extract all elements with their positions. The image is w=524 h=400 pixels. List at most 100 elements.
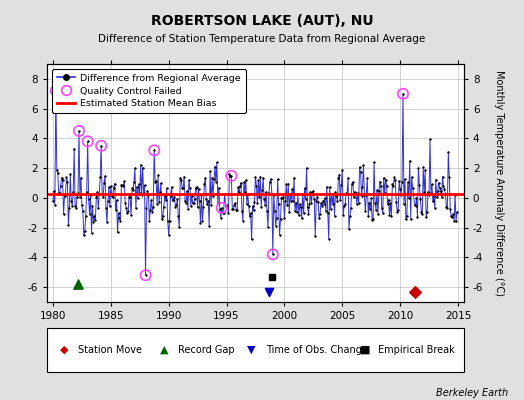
Text: ■: ■	[359, 345, 370, 355]
Point	[160, 204, 168, 210]
Point	[260, 196, 268, 202]
Point	[242, 177, 250, 183]
Point	[94, 205, 103, 212]
Point	[275, 200, 283, 207]
Point	[51, 202, 59, 208]
Point	[378, 210, 387, 216]
Point	[366, 206, 374, 212]
Point	[392, 198, 400, 205]
Point	[387, 213, 396, 219]
Point	[346, 213, 354, 219]
Point	[402, 213, 411, 220]
Point	[129, 187, 137, 193]
Point	[81, 228, 89, 234]
Point	[411, 288, 419, 295]
Point	[161, 197, 170, 204]
Point	[211, 163, 219, 170]
Point	[279, 194, 288, 200]
Point	[296, 201, 304, 208]
Point	[407, 216, 415, 222]
Point	[88, 229, 96, 236]
Point	[344, 174, 352, 181]
Text: Station Move: Station Move	[79, 345, 143, 355]
Point	[116, 218, 125, 224]
Text: Berkeley Earth: Berkeley Earth	[436, 388, 508, 398]
Point	[254, 177, 263, 184]
Point	[320, 200, 328, 207]
Point	[438, 194, 446, 200]
Point	[393, 208, 401, 215]
Point	[59, 211, 68, 218]
Point	[445, 174, 453, 180]
Point	[169, 197, 178, 204]
Point	[162, 185, 171, 192]
Point	[137, 192, 146, 198]
Point	[231, 200, 239, 206]
Point	[334, 175, 343, 182]
Point	[388, 181, 397, 187]
Point	[399, 90, 407, 97]
Point	[194, 186, 203, 192]
Point	[166, 218, 174, 224]
Point	[53, 170, 62, 176]
Point	[213, 159, 221, 166]
Point	[159, 213, 167, 220]
Legend: Difference from Regional Average, Quality Control Failed, Estimated Station Mean: Difference from Regional Average, Qualit…	[52, 69, 246, 113]
Point	[71, 202, 79, 209]
Point	[221, 202, 230, 209]
Point	[263, 208, 271, 214]
Point	[237, 179, 245, 186]
Point	[113, 229, 122, 236]
Point	[125, 193, 133, 200]
Point	[256, 173, 265, 180]
Point	[150, 147, 158, 154]
Point	[149, 204, 157, 210]
Point	[399, 90, 407, 97]
Point	[146, 206, 155, 213]
Text: ▲: ▲	[160, 345, 168, 355]
Point	[50, 188, 58, 194]
Point	[411, 203, 420, 209]
Point	[230, 202, 238, 209]
Point	[398, 179, 406, 186]
Point	[180, 174, 188, 180]
Point	[305, 201, 314, 208]
Point	[282, 181, 290, 188]
Point	[435, 184, 444, 191]
Point	[325, 184, 334, 190]
Point	[434, 180, 443, 186]
FancyBboxPatch shape	[47, 328, 464, 372]
Point	[91, 217, 100, 223]
Point	[227, 172, 235, 179]
Point	[332, 193, 341, 199]
Point	[191, 185, 200, 191]
Point	[228, 206, 236, 212]
Point	[311, 233, 320, 239]
Point	[403, 179, 412, 185]
Point	[68, 203, 77, 210]
Point	[104, 198, 112, 204]
Point	[368, 217, 376, 223]
Point	[174, 213, 182, 220]
Point	[52, 88, 60, 94]
Point	[294, 212, 303, 218]
Point	[229, 206, 237, 212]
Point	[161, 193, 169, 199]
Point	[419, 164, 428, 171]
Point	[343, 191, 351, 198]
Point	[299, 191, 307, 197]
Point	[400, 201, 408, 207]
Point	[78, 202, 86, 209]
Point	[324, 210, 332, 216]
Point	[389, 183, 398, 190]
Point	[436, 188, 445, 194]
Point	[441, 190, 450, 197]
Point	[385, 212, 394, 218]
Point	[432, 176, 440, 183]
Point	[442, 204, 451, 210]
Point	[244, 191, 252, 197]
Point	[291, 208, 299, 214]
Point	[73, 194, 81, 201]
Point	[147, 197, 156, 203]
Point	[114, 210, 123, 216]
